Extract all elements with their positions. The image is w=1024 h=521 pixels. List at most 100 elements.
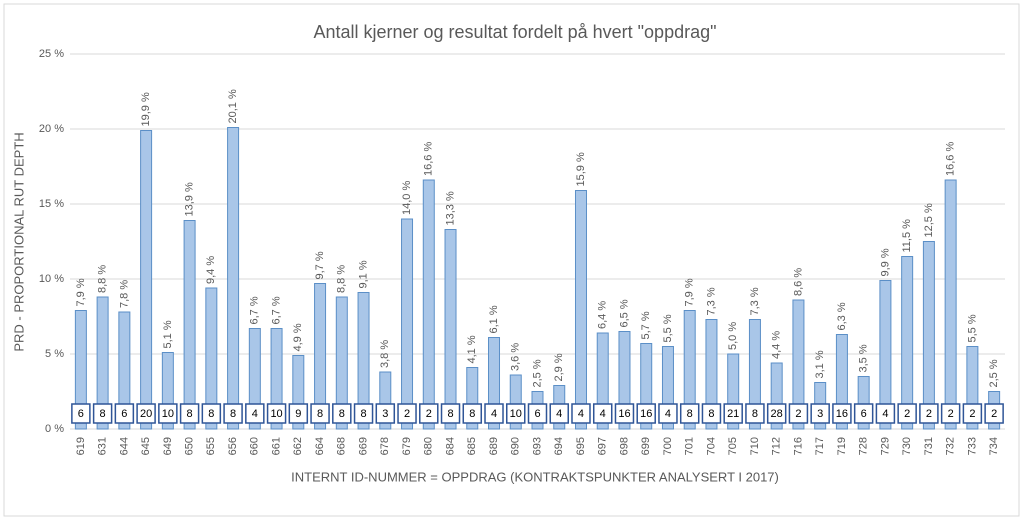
- value-label: 16,6 %: [423, 142, 435, 176]
- x-tick-label: 730: [901, 437, 913, 455]
- value-label: 14,0 %: [401, 181, 413, 215]
- x-tick-label: 733: [966, 437, 978, 455]
- value-label: 13,3 %: [444, 191, 456, 225]
- core-count: 3: [382, 408, 388, 420]
- x-tick-label: 645: [140, 437, 152, 455]
- core-box: [158, 403, 178, 424]
- core-box: [419, 403, 439, 424]
- value-label: 6,4 %: [597, 301, 609, 329]
- core-count: 21: [727, 408, 739, 420]
- core-box: [897, 403, 917, 424]
- bar: [596, 332, 609, 430]
- value-label: 7,9 %: [684, 278, 696, 306]
- x-tick-label: 644: [118, 437, 130, 455]
- core-count: 10: [270, 408, 282, 420]
- core-count: 2: [904, 408, 910, 420]
- bar: [770, 362, 783, 430]
- bar: [205, 287, 218, 430]
- x-tick-label: 719: [836, 437, 848, 455]
- core-box: [984, 403, 1004, 424]
- value-label: 15,9 %: [575, 152, 587, 186]
- core-count: 6: [78, 408, 84, 420]
- value-label: 3,6 %: [510, 343, 522, 371]
- x-tick-label: 698: [618, 437, 630, 455]
- x-tick-label: 695: [575, 437, 587, 455]
- y-tick-label: 15 %: [39, 198, 64, 210]
- core-count: 10: [510, 408, 522, 420]
- x-tick-label: 700: [662, 437, 674, 455]
- bar: [161, 352, 174, 430]
- value-label: 6,1 %: [488, 305, 500, 333]
- value-label: 7,3 %: [705, 287, 717, 315]
- core-box: [658, 403, 678, 424]
- core-box: [440, 403, 461, 424]
- bar: [618, 331, 631, 430]
- core-count: 4: [665, 408, 671, 420]
- bar: [509, 374, 522, 430]
- x-tick-label: 728: [858, 437, 870, 455]
- core-count: 16: [836, 408, 848, 420]
- y-tick-label: 10 %: [39, 273, 64, 285]
- core-box: [745, 403, 765, 424]
- x-axis-title: INTERNT ID-NUMMER = OPPDRAG (KONTRAKTSPU…: [291, 469, 779, 484]
- bar: [466, 367, 479, 430]
- value-label: 5,5 %: [662, 314, 674, 342]
- core-box: [962, 403, 983, 424]
- value-label: 4,4 %: [771, 331, 783, 359]
- x-tick-label: 655: [205, 437, 217, 455]
- core-count: 6: [861, 408, 867, 420]
- core-count: 8: [100, 408, 106, 420]
- bar: [140, 130, 153, 430]
- core-count: 2: [948, 408, 954, 420]
- bar: [118, 311, 131, 430]
- value-label: 16,6 %: [945, 142, 957, 176]
- bar: [488, 337, 501, 430]
- value-label: 7,8 %: [118, 280, 130, 308]
- core-count: 8: [447, 408, 453, 420]
- core-box: [679, 403, 700, 424]
- x-tick-label: 732: [945, 437, 957, 455]
- value-label: 6,5 %: [618, 299, 630, 327]
- core-count: 4: [600, 408, 606, 420]
- value-label: 19,9 %: [140, 92, 152, 126]
- core-count: 8: [208, 408, 214, 420]
- x-tick-label: 660: [249, 437, 261, 455]
- value-label: 3,8 %: [379, 340, 391, 368]
- value-label: 12,5 %: [923, 203, 935, 237]
- chart-border: [3, 3, 1020, 517]
- bar: [574, 190, 587, 430]
- x-tick-label: 685: [466, 437, 478, 455]
- bar: [901, 256, 914, 430]
- core-count: 4: [252, 408, 258, 420]
- bar: [966, 346, 979, 430]
- core-box: [179, 403, 200, 424]
- x-tick-label: 650: [183, 437, 195, 455]
- value-label: 6,7 %: [270, 296, 282, 324]
- core-box: [636, 403, 656, 424]
- x-tick-label: 694: [553, 437, 565, 455]
- core-count: 2: [926, 408, 932, 420]
- value-label: 2,5 %: [531, 359, 543, 387]
- y-tick-label: 20 %: [39, 123, 64, 135]
- value-label: 11,5 %: [901, 219, 913, 253]
- x-tick-label: 680: [423, 437, 435, 455]
- value-label: 5,0 %: [727, 322, 739, 350]
- core-box: [136, 403, 156, 424]
- core-count: 2: [426, 408, 432, 420]
- value-label: 3,1 %: [814, 350, 826, 378]
- value-label: 7,9 %: [75, 278, 87, 306]
- core-count: 2: [969, 408, 975, 420]
- core-box: [201, 403, 222, 424]
- value-label: 9,9 %: [879, 248, 891, 276]
- core-count: 16: [618, 408, 630, 420]
- x-tick-label: 678: [379, 437, 391, 455]
- value-label: 9,4 %: [205, 256, 217, 284]
- x-tick-label: 631: [97, 437, 109, 455]
- core-box: [332, 403, 352, 424]
- core-count: 9: [295, 408, 301, 420]
- x-tick-label: 712: [771, 437, 783, 455]
- x-tick-label: 661: [270, 437, 282, 455]
- value-label: 8,8 %: [336, 265, 348, 293]
- x-tick-label: 662: [292, 437, 304, 455]
- core-box: [571, 403, 591, 424]
